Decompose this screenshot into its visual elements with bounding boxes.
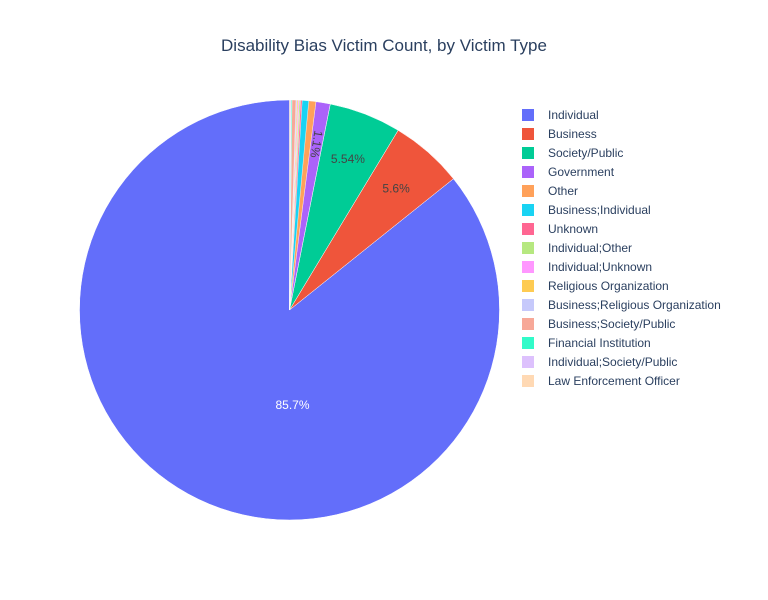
legend-item-business-individual[interactable]: Business;Individual [522,203,651,217]
legend-item-law-enforcement-officer[interactable]: Law Enforcement Officer [522,374,680,388]
legend-label: Financial Institution [548,336,651,350]
legend-item-religious-organization[interactable]: Religious Organization [522,279,669,293]
legend-item-individual-society-public[interactable]: Individual;Society/Public [522,355,677,369]
legend-swatch [522,147,534,159]
legend-swatch [522,204,534,216]
legend-swatch [522,128,534,140]
legend-item-individual-other[interactable]: Individual;Other [522,241,632,255]
legend-swatch [522,337,534,349]
legend-label: Business;Religious Organization [548,298,721,312]
legend-label: Other [548,184,578,198]
legend-item-government[interactable]: Government [522,165,615,179]
legend-label: Individual [548,108,599,122]
legend: Individual Business Society/Public Governme… [522,108,721,388]
legend-label: Business;Society/Public [548,317,675,331]
legend-swatch [522,261,534,273]
legend-item-individual[interactable]: Individual [522,108,599,122]
pie-slice-law-enforcement-officer[interactable] [289,99,291,311]
pie-label-society-public: 5.54% [331,152,365,166]
legend-swatch [522,280,534,292]
legend-item-other[interactable]: Other [522,184,578,198]
legend-swatch [522,223,534,235]
legend-label: Unknown [548,222,598,236]
pie-label-business: 5.6% [382,181,410,195]
legend-item-society-public[interactable]: Society/Public [522,146,623,160]
legend-swatch [522,375,534,387]
legend-item-business-society-public[interactable]: Business;Society/Public [522,317,675,331]
pie-label-individual: 85.7% [275,398,309,412]
legend-swatch [522,318,534,330]
legend-item-unknown[interactable]: Unknown [522,222,598,236]
pie-label-government: 1.1% [307,130,325,160]
legend-label: Individual;Society/Public [548,355,677,369]
legend-swatch [522,299,534,311]
legend-label: Government [548,165,615,179]
legend-swatch [522,166,534,178]
legend-swatch [522,242,534,254]
legend-swatch [522,185,534,197]
legend-swatch [522,109,534,121]
legend-label: Business;Individual [548,203,651,217]
legend-label: Law Enforcement Officer [548,374,680,388]
legend-label: Individual;Other [548,241,632,255]
pie-slices [79,99,500,521]
legend-item-individual-unknown[interactable]: Individual;Unknown [522,260,652,274]
legend-item-financial-institution[interactable]: Financial Institution [522,336,651,350]
pie-labels: 85.7% 5.6% 5.54% 1.1% [275,130,410,412]
legend-item-business-religious-organization[interactable]: Business;Religious Organization [522,298,721,312]
legend-label: Society/Public [548,146,623,160]
chart-title: Disability Bias Victim Count, by Victim … [221,36,547,55]
legend-label: Individual;Unknown [548,260,652,274]
legend-label: Business [548,127,597,141]
legend-swatch [522,356,534,368]
legend-item-business[interactable]: Business [522,127,597,141]
legend-label: Religious Organization [548,279,669,293]
